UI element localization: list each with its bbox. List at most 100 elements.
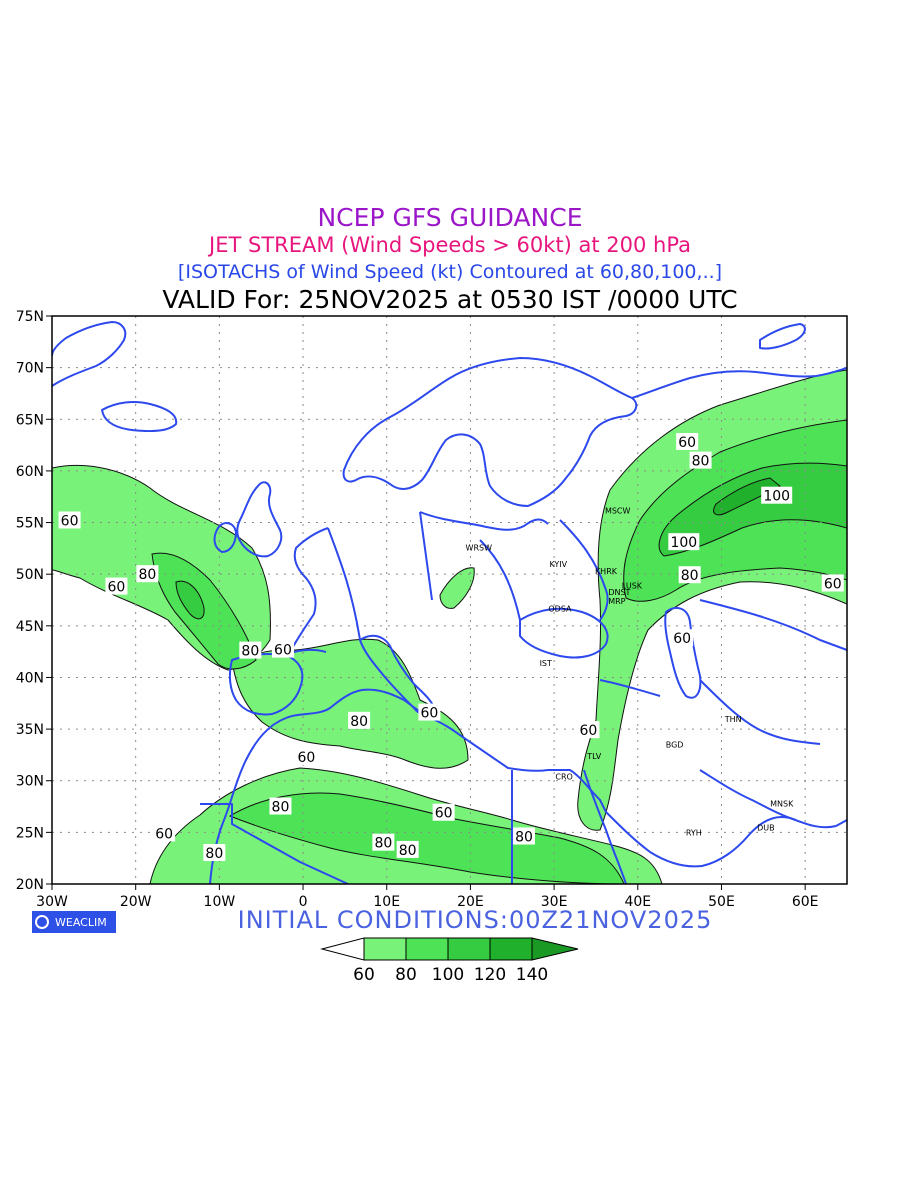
contour-label: 60 [580,723,598,739]
city-label: KHRK [595,567,618,576]
coastline-baltic [419,511,549,531]
contour-label: 60 [108,580,126,596]
city-label: MNSK [770,800,794,809]
contour-label: 80 [350,714,368,730]
border-central-europe [327,527,361,641]
isotach-labels: 60 60 80 80 60 80 60 60 80 60 80 80 80 60 80 60 60 60 80 10… [58,432,844,862]
contour-label: 100 [763,489,790,505]
border-russia-ukraine [559,519,609,621]
lon-tick-label: 30W [36,894,68,910]
axis-ticks [46,315,806,890]
coastline-caspian [664,606,702,699]
colorbar-tick-label: 140 [516,965,548,985]
contour-label: 80 [681,568,699,584]
coastline-ireland [213,522,237,553]
contour-label-box [269,797,292,815]
lat-tick-label: 30N [16,774,44,790]
contour-label-box [678,566,701,584]
contour-label: 80 [241,644,259,660]
contour-label-box [58,511,81,529]
lat-tick-label: 50N [16,567,44,583]
contour-label-box [348,711,371,729]
title-valid-time: VALID For: 25NOV2025 at 0530 IST /0000 U… [162,285,738,314]
city-label: MRP [608,597,625,606]
lat-tick-label: 55N [16,516,44,532]
contour-label: 80 [374,836,392,852]
coastline-red-sea [583,769,627,884]
lat-tick-label: 60N [16,464,44,480]
contour-label: 60 [297,750,315,766]
lon-tick-label: 50E [708,894,735,910]
colorbar-bin-80-100 [405,937,449,961]
contour-label: 60 [274,643,292,659]
contour-label: 80 [272,800,290,816]
title-isotachs: [ISOTACHS of Wind Speed (kt) Contoured a… [177,261,723,283]
weaclim-logo-icon [35,915,49,929]
contour-label: 60 [824,576,842,592]
jet-region-east-100 [658,462,847,557]
longitude-axis: 30W 20W 10W 0 10E 20E 30E 40E 50E 60E [36,894,818,910]
border-kazakhstan [699,599,847,651]
contour-label-box [105,577,128,595]
border-algeria-mali [200,803,349,884]
city-label: IST [540,659,552,668]
lat-tick-label: 20N [16,877,44,893]
city-label: DUB [757,823,775,832]
jet-region-balkans-60 [439,567,475,609]
lat-tick-label: 75N [16,309,44,325]
isotach-fill-layer [52,369,847,884]
contour-label-box [676,432,699,450]
lon-tick-label: 20E [457,894,484,910]
lat-tick-label: 40N [16,670,44,686]
colorbar-high-arrow [531,937,579,961]
jet-stream-map: 75N 70N 65N 60N 55N 50N 45N 40N 35N 30N 25N 20N 30W… [16,309,848,985]
contour-label: 80 [205,846,223,862]
coastline-scandinavia [342,357,638,507]
coastline-britain [236,481,283,558]
contour-label-box [761,486,793,504]
contour-label-box [239,641,262,659]
border-iran [699,679,821,745]
contour-label-box [418,703,441,721]
contour-label: 60 [435,806,453,822]
contour-label-box [689,451,712,469]
coastline-novaya-zemlya [759,323,806,350]
colorbar-bin-60-80 [363,937,407,961]
weaclim-logo: WEACLIM [32,911,116,933]
contour-label: 60 [678,435,696,451]
contour-label-box [668,533,700,551]
colorbar-bin-120-140 [489,937,533,961]
contour-label: 60 [155,826,173,842]
lat-tick-label: 65N [16,412,44,428]
contour-label: 80 [515,829,533,845]
contour-label: 60 [673,631,691,647]
contour-label-box [136,565,159,583]
coastline-iceland [101,401,178,433]
coastline-arctic-russia [631,367,847,399]
contour-label: 80 [692,454,710,470]
border-poland-ukraine [479,539,521,621]
lon-tick-label: 10W [204,894,236,910]
contour-label-box [432,803,455,821]
city-label: TLV [586,752,601,761]
city-label: BGD [666,741,684,750]
contour-label-box [203,844,226,862]
coastline-black-sea [519,607,609,659]
colorbar-tick-label: 60 [353,965,375,985]
city-label: THN [724,715,742,724]
contour-label-box [512,827,535,845]
contour-label: 80 [138,567,156,583]
contour-label-box [671,629,694,647]
contour-label-box [295,747,318,765]
city-label: WRSW [466,543,493,552]
jet-region-north-africa-80 [228,792,625,884]
lat-lon-grid [52,316,847,884]
lat-tick-label: 25N [16,825,44,841]
city-label: DNST [608,588,630,597]
latitude-axis: 75N 70N 65N 60N 55N 50N 45N 40N 35N 30N 25N 20N [16,309,44,893]
city-label: CRO [555,773,572,782]
contour-label: 80 [399,843,417,859]
contour-label-box [821,574,844,592]
lat-tick-label: 35N [16,722,44,738]
